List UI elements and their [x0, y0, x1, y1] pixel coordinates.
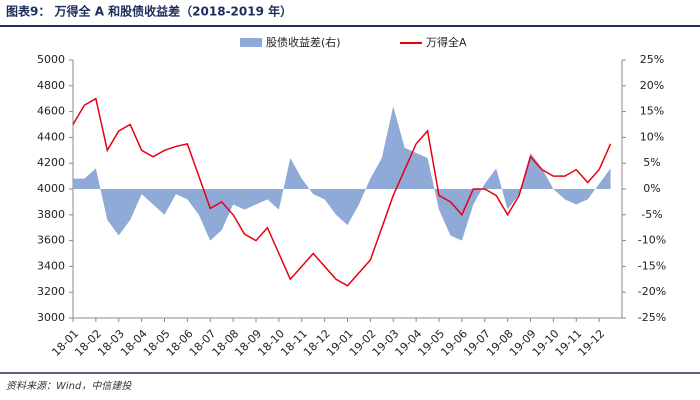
y2-tick-label: 20%	[640, 79, 664, 92]
y2-tick-label: 5%	[643, 156, 660, 169]
y2-tick-label: 0%	[643, 182, 660, 195]
y-tick-label: 3000	[37, 311, 65, 324]
y2-tick-label: -5%	[641, 208, 662, 221]
legend-swatch	[240, 38, 262, 47]
y-tick-label: 4600	[37, 105, 65, 118]
y2-tick-label: -10%	[638, 234, 666, 247]
y-tick-label: 3800	[37, 208, 65, 221]
y-tick-label: 3200	[37, 285, 65, 298]
legend-label: 股债收益差(右)	[266, 35, 341, 49]
source: 资料来源：Wind，中信建投	[6, 380, 132, 392]
y2-tick-label: -15%	[638, 259, 666, 272]
y2-tick-label: 25%	[640, 53, 664, 66]
chart-title: 图表9： 万得全 A 和股债收益差（2018-2019 年）	[6, 4, 292, 19]
x-tick-label: 19-12	[576, 327, 608, 359]
y-tick-label: 3400	[37, 259, 65, 272]
legend-label: 万得全A	[426, 35, 467, 49]
y-tick-label: 4400	[37, 130, 65, 143]
y-tick-label: 4200	[37, 156, 65, 169]
y-tick-label: 4000	[37, 182, 65, 195]
line	[72, 97, 612, 287]
y-tick-label: 5000	[37, 53, 65, 66]
y-tick-label: 3600	[37, 234, 65, 247]
area	[73, 106, 611, 241]
y2-tick-label: 15%	[640, 105, 664, 118]
y-tick-label: 4800	[37, 79, 65, 92]
y2-tick-label: -25%	[638, 311, 666, 324]
y2-tick-label: -20%	[638, 285, 666, 298]
y2-tick-label: 10%	[640, 130, 664, 143]
